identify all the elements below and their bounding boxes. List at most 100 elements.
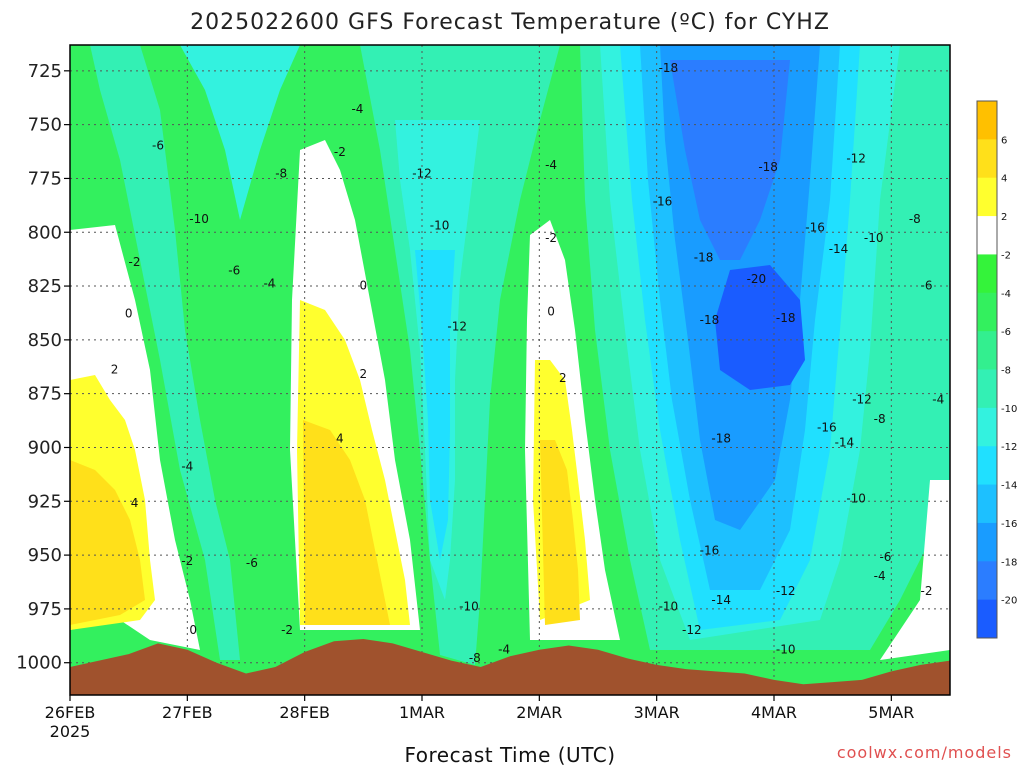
colorbar-swatch [977,446,997,486]
x-tick-label: 2MAR [516,703,562,722]
x-axis-label: Forecast Time (UTC) [404,743,615,767]
contour-label: -12 [447,319,467,333]
contour-label: -16 [700,543,720,557]
colorbar-swatch [977,484,997,524]
plot-area: -18-4-6 -2 -12-4-8 -12 -18-16-10 -10 -8-16-2 -1… [69,44,951,696]
y-tick-label: 850 [28,330,62,351]
y-tick-label: 950 [28,545,62,566]
colorbar-tick-label: 2 [1001,212,1007,223]
colorbar-tick-label: -14 [1001,481,1017,492]
colorbar-tick-label: -6 [1001,327,1011,338]
contour-label: -2 [334,145,346,159]
x-tick-label: 4MAR [751,703,797,722]
band-warm-mid-orange [303,420,390,625]
x-tick-label: 27FEB [162,703,213,722]
colorbar-tick-label: 4 [1001,174,1007,185]
x-tick-label: 26FEB [45,703,96,722]
contour-label: -4 [874,569,886,583]
contour-label: -12 [846,152,866,166]
contour-label: -18 [700,313,720,327]
x-tick-label: 3MAR [634,703,680,722]
contour-label: -10 [846,492,866,506]
contour-label: -2 [281,623,293,637]
contour-label: -20 [747,272,767,286]
colorbar-tick-label: -4 [1001,289,1011,300]
contour-label: -4 [181,459,193,473]
colorbar-swatch [977,522,997,562]
contour-label: -2 [921,584,933,598]
colorbar-swatch [977,101,997,140]
contour-label: 0 [189,623,197,637]
contour-label: -8 [909,212,921,226]
contour-label: -6 [879,550,891,564]
band-cold-right-blue3 [670,60,790,260]
y-tick-label: 975 [28,599,62,620]
contour-label: -18 [758,160,778,174]
contour-label: -6 [921,279,933,293]
contour-label: -4 [545,158,557,172]
contour-label: -18 [659,61,679,75]
colorbar-swatch [977,292,997,332]
contour-label: -4 [263,276,275,290]
contour-label: -18 [711,431,731,445]
contour-label: -14 [711,593,731,607]
y-tick-label: 775 [28,168,62,189]
colorbar-swatch [977,254,997,294]
band-right-edge-white [880,480,950,660]
band-light-blue-mid [415,250,455,560]
chart-title: 2025022600 GFS Forecast Temperature (ºC)… [190,10,830,35]
y-tick-label: 725 [28,61,62,82]
contour-label: -14 [829,242,849,256]
contour-label: -10 [659,599,679,613]
contour-label: -16 [805,220,825,234]
colorbar-swatch [977,331,997,370]
band-cold-core-left [90,45,240,660]
contour-label: -16 [817,421,837,435]
colorbar: 6 4 2 -2 -4 -6 -8 -10 -12 -14 -16 -18 -20 [976,100,1017,639]
contour-label: -4 [351,102,363,116]
contour-label: -18 [694,251,714,265]
y-tick-label: 875 [28,384,62,405]
contour-label: -18 [776,311,796,325]
band-cold-core-20 [715,265,805,390]
colorbar-swatch [977,599,997,639]
contour-label: -16 [653,195,673,209]
contour-label: -10 [459,599,479,613]
colorbar-tick-label: -18 [1001,557,1017,568]
contour-label: -8 [874,412,886,426]
colorbar-tick-label: -20 [1001,596,1017,607]
contour-label: -12 [852,393,872,407]
contour-label: -4 [498,642,510,656]
grid-lines [69,45,950,695]
y-tick-label: 925 [28,491,62,512]
contour-label: -14 [835,436,855,450]
colorbar-tick-label: -10 [1001,404,1017,415]
contour-label: -12 [412,167,432,181]
contour-labels: -18-4-6 -2 -12-4-8 -12 -18-16-10 -10 -8-16-2 -1… [111,61,944,665]
y-tick-label: 750 [28,115,62,136]
y-tick-label: 825 [28,276,62,297]
colorbar-swatch [977,561,997,601]
y-tick-label: 1000 [16,653,62,674]
contour-label: -8 [275,167,287,181]
colorbar-swatch [977,216,997,255]
x-year-label: 2025 [50,722,91,741]
contour-label: -6 [152,139,164,153]
contour-label: 2 [111,363,119,377]
contour-label: 0 [125,307,133,321]
contour-label: 0 [547,304,555,318]
colorbar-tick-label: 6 [1001,135,1007,146]
colorbar-tick-label: -8 [1001,366,1011,377]
band-teal-upper [180,45,300,220]
y-tick-label: 800 [28,222,62,243]
contour-label: 4 [336,431,344,445]
contour-label: -8 [469,651,481,665]
contour-label: -10 [189,212,209,226]
contour-label: -6 [228,263,240,277]
y-axis: 725 750 775 800 825 850 875 900 925 950 975 1000 [16,61,70,674]
contour-label: -2 [181,554,193,568]
colorbar-swatch [977,407,997,447]
contour-label: -12 [682,623,702,637]
contour-label: 4 [131,496,139,510]
